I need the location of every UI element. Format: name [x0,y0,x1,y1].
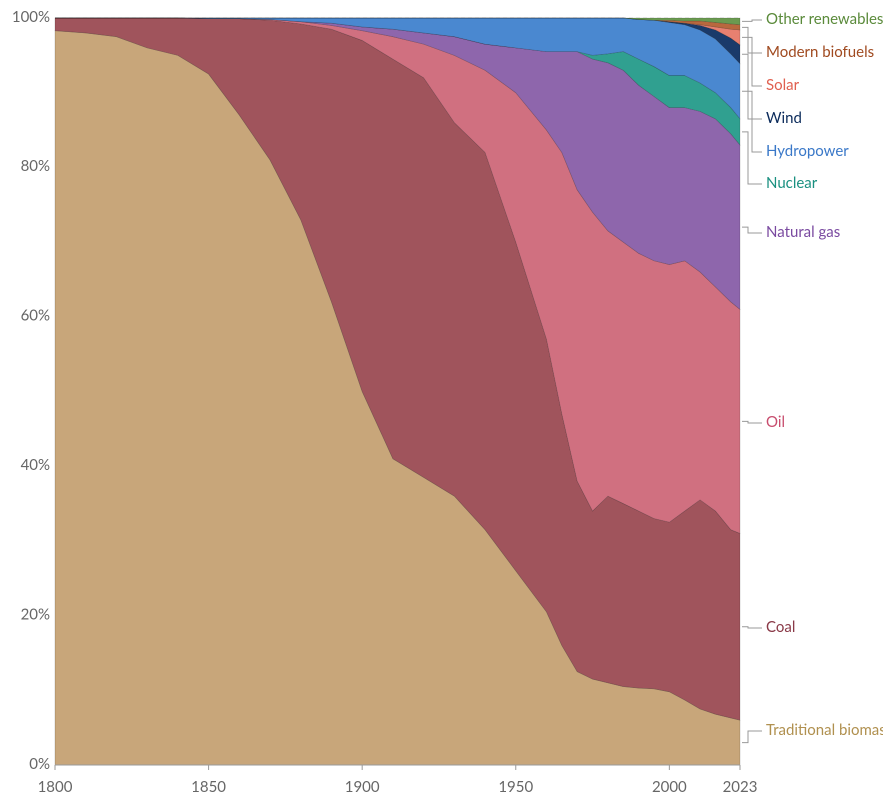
series-label: Oil [766,413,785,431]
leader-line [742,730,762,744]
x-tick-label: 1900 [345,778,380,796]
leader-line [742,36,762,87]
x-tick-label: 1950 [498,778,533,796]
series-label: Other renewables [766,10,883,28]
series-label: Hydropower [766,142,849,160]
leader-line [742,19,762,22]
series-label: Natural gas [766,223,840,241]
x-tick-label: 1800 [38,778,73,796]
series-label: Modern biofuels [766,43,874,61]
series-label: Coal [766,618,795,636]
leader-line [742,420,762,424]
x-tick-label: 2023 [723,778,758,796]
area [55,17,741,26]
leader-line [742,626,762,629]
leader-line [742,226,762,234]
leader-line [742,131,762,185]
series-label: Solar [766,76,800,94]
y-tick-label: 40% [21,456,50,474]
series-label: Nuclear [766,174,818,192]
y-tick-label: 20% [21,605,50,623]
y-tick-label: 0% [29,755,50,773]
area [55,17,741,46]
leader-line [742,90,762,153]
leader-line [742,53,762,120]
y-tick-label: 100% [12,8,50,26]
leader-line [742,26,762,54]
y-tick-label: 60% [21,307,50,325]
area [55,17,741,120]
series-label: Wind [766,109,802,127]
x-tick-label: 1850 [191,778,226,796]
x-tick-label: 2000 [652,778,687,796]
area [55,17,741,31]
y-tick-label: 80% [21,157,50,175]
area [55,17,741,65]
series-label: Traditional biomass [766,721,883,739]
